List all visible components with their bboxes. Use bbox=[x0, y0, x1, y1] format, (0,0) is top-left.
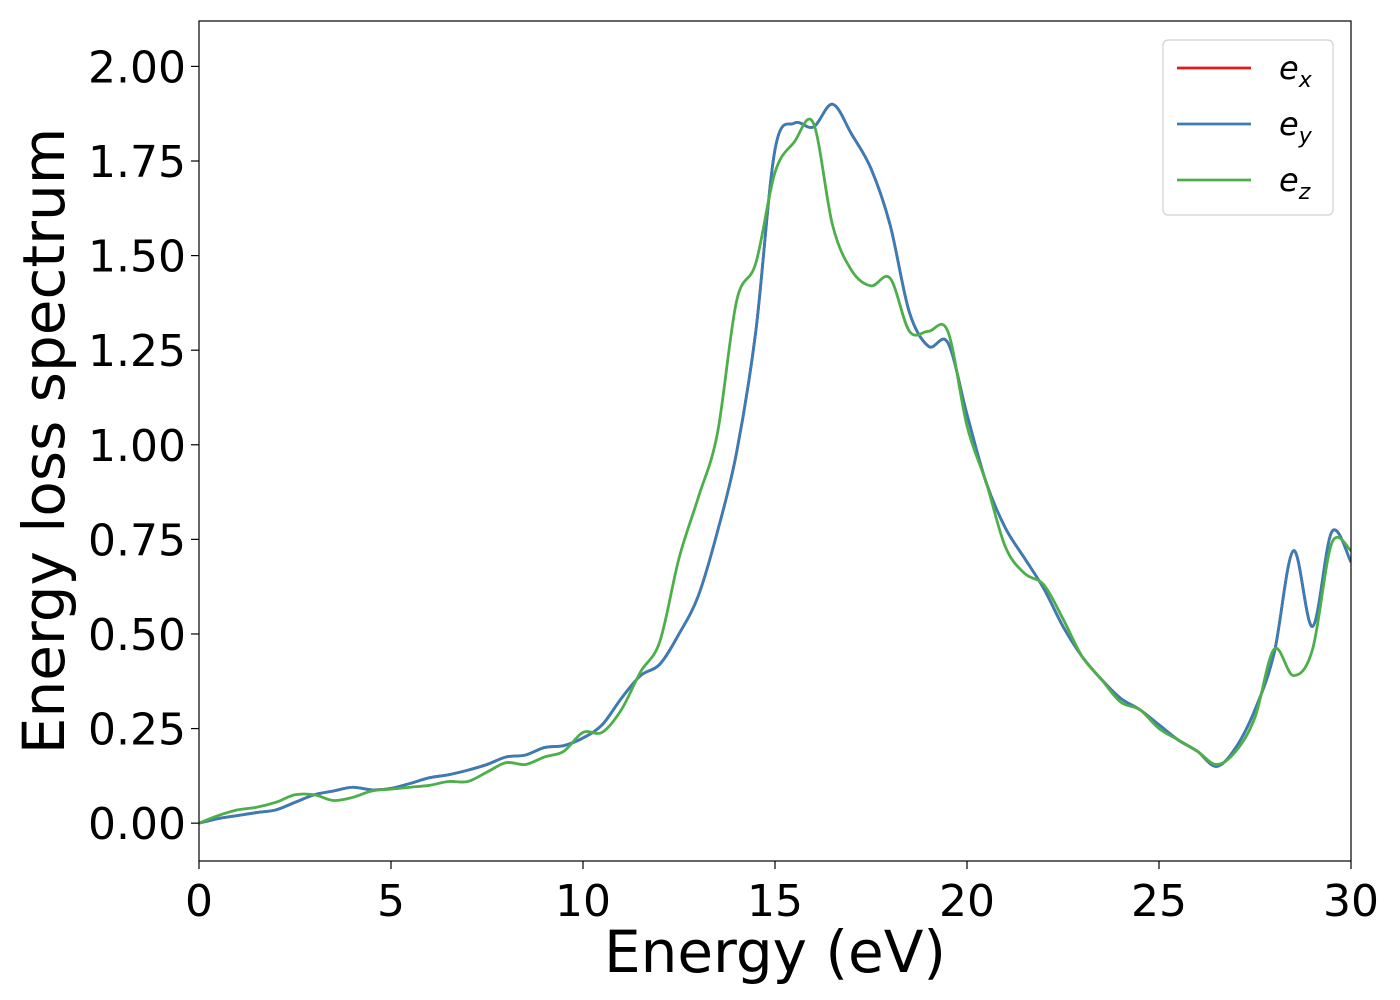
x-tick-label: 25 bbox=[1131, 876, 1187, 927]
legend-label-e-z: ez bbox=[1279, 161, 1311, 205]
y-tick-label: 1.75 bbox=[88, 137, 186, 188]
y-tick-label: 2.00 bbox=[88, 42, 186, 93]
y-tick-label: 0.25 bbox=[88, 705, 186, 756]
y-axis: 0.00 0.25 0.50 0.75 1.00 1.25 1.50 1.75 2.00 bbox=[88, 42, 199, 850]
legend-label-e-x: ex bbox=[1279, 49, 1313, 93]
y-tick-label: 0.50 bbox=[88, 610, 186, 661]
x-tick-label: 0 bbox=[185, 876, 213, 927]
x-tick-label: 5 bbox=[377, 876, 405, 927]
y-tick-label: 1.25 bbox=[88, 326, 186, 377]
series-layer bbox=[199, 102, 1351, 825]
x-axis-label: Energy (eV) bbox=[604, 918, 946, 986]
y-axis-label: Energy loss spectrum bbox=[10, 128, 78, 754]
legend: ex ey ez bbox=[1162, 39, 1334, 216]
x-tick-label: 10 bbox=[555, 876, 611, 927]
series-line-e-z bbox=[199, 117, 1351, 825]
y-tick-label: 0.75 bbox=[88, 515, 186, 566]
y-tick-label: 1.50 bbox=[88, 232, 186, 283]
series-line-e-y bbox=[199, 102, 1351, 825]
x-tick-label: 15 bbox=[747, 876, 803, 927]
legend-label-e-y: ey bbox=[1279, 105, 1313, 149]
x-axis: 0 5 10 15 20 25 30 bbox=[185, 861, 1379, 927]
x-tick-label: 20 bbox=[939, 876, 995, 927]
y-tick-label: 1.00 bbox=[88, 421, 186, 472]
x-tick-label: 30 bbox=[1323, 876, 1379, 927]
y-tick-label: 0.00 bbox=[88, 799, 186, 850]
legend-box bbox=[1162, 39, 1334, 216]
